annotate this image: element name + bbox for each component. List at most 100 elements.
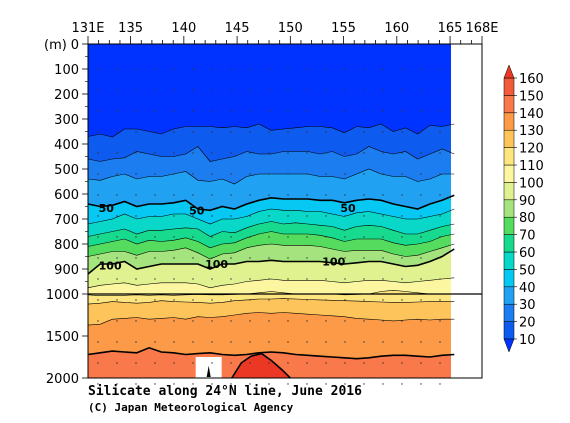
- sample-point: [173, 215, 175, 217]
- sample-point: [192, 152, 194, 154]
- colorbar-segment: [503, 251, 515, 270]
- sample-point: [173, 110, 175, 112]
- sample-point: [287, 320, 289, 322]
- sample-point: [230, 68, 232, 70]
- sample-point: [401, 299, 403, 301]
- colorbar: 10 20 30 40 50 60 70 80 90 100 110 120 130 140 150 160: [503, 64, 544, 353]
- sample-point: [154, 131, 156, 133]
- sample-point: [249, 110, 251, 112]
- sample-point: [192, 362, 194, 364]
- y-tick-label: 500: [54, 163, 79, 178]
- sample-point: [97, 236, 99, 238]
- sample-point: [268, 362, 270, 364]
- sample-point: [249, 215, 251, 217]
- sample-point: [325, 215, 327, 217]
- sample-point: [325, 236, 327, 238]
- sample-point: [382, 320, 384, 322]
- isoline-140: [87, 312, 455, 326]
- sample-point: [439, 299, 441, 301]
- sample-point: [439, 68, 441, 70]
- sample-point: [287, 257, 289, 259]
- sample-point: [192, 68, 194, 70]
- sample-point: [97, 131, 99, 133]
- sample-point: [116, 236, 118, 238]
- sample-point: [154, 383, 156, 385]
- sample-point: [116, 194, 118, 196]
- sample-point: [306, 236, 308, 238]
- sample-point: [287, 236, 289, 238]
- sample-point: [135, 383, 137, 385]
- sample-point: [154, 173, 156, 175]
- sample-point: [154, 299, 156, 301]
- sample-point: [116, 257, 118, 259]
- sample-point: [192, 194, 194, 196]
- colorbar-high-triangle: [503, 64, 515, 79]
- sample-point: [401, 131, 403, 133]
- sample-point: [116, 383, 118, 385]
- sample-point: [363, 362, 365, 364]
- sample-point: [135, 215, 137, 217]
- isoline-60: [87, 208, 455, 225]
- colorbar-label: 30: [519, 298, 536, 313]
- sample-point: [249, 383, 251, 385]
- sample-point: [325, 152, 327, 154]
- sample-point: [173, 257, 175, 259]
- sample-point: [420, 320, 422, 322]
- sample-point: [287, 152, 289, 154]
- sample-point: [116, 341, 118, 343]
- sample-point: [287, 131, 289, 133]
- sample-point: [97, 362, 99, 364]
- sample-point: [363, 131, 365, 133]
- sample-point: [344, 320, 346, 322]
- x-tick-label: 135: [118, 21, 143, 36]
- sample-point: [154, 152, 156, 154]
- isoline-20: [87, 123, 455, 138]
- colorbar-label: 90: [519, 194, 536, 209]
- sample-point: [97, 257, 99, 259]
- sample-point: [325, 89, 327, 91]
- sample-point: [325, 131, 327, 133]
- colorbar-segment: [503, 286, 515, 305]
- sample-point: [401, 236, 403, 238]
- x-tick-label: 165: [438, 21, 463, 36]
- sample-point: [154, 362, 156, 364]
- sample-point: [230, 362, 232, 364]
- sample-point: [230, 236, 232, 238]
- colorbar-label: 50: [519, 263, 536, 278]
- sample-point: [230, 215, 232, 217]
- sample-point: [154, 215, 156, 217]
- sample-points-layer: [97, 68, 441, 385]
- sample-point: [97, 89, 99, 91]
- sample-point: [211, 89, 213, 91]
- sample-point: [211, 236, 213, 238]
- sample-point: [230, 320, 232, 322]
- sample-point: [325, 383, 327, 385]
- sample-point: [192, 215, 194, 217]
- sample-point: [192, 278, 194, 280]
- sample-point: [401, 110, 403, 112]
- sample-point: [325, 299, 327, 301]
- y-tick-label: 300: [54, 113, 79, 128]
- colorbar-segment: [503, 321, 515, 340]
- sample-point: [116, 89, 118, 91]
- colorbar-label: 120: [519, 142, 544, 157]
- sample-point: [306, 362, 308, 364]
- isoline-150: [87, 346, 455, 360]
- sample-point: [382, 131, 384, 133]
- sample-point: [192, 89, 194, 91]
- sample-point: [287, 383, 289, 385]
- sample-point: [230, 131, 232, 133]
- sample-point: [97, 68, 99, 70]
- sample-point: [97, 341, 99, 343]
- y-tick-label: 1500: [46, 330, 79, 345]
- sample-point: [344, 152, 346, 154]
- isoline-80: [87, 231, 455, 249]
- sample-point: [287, 173, 289, 175]
- colorbar-label: 160: [519, 72, 544, 87]
- sample-point: [116, 320, 118, 322]
- sample-point: [192, 236, 194, 238]
- sample-point: [173, 383, 175, 385]
- isoline-90: [87, 243, 455, 260]
- sample-point: [249, 320, 251, 322]
- no-data-strip: [451, 44, 482, 378]
